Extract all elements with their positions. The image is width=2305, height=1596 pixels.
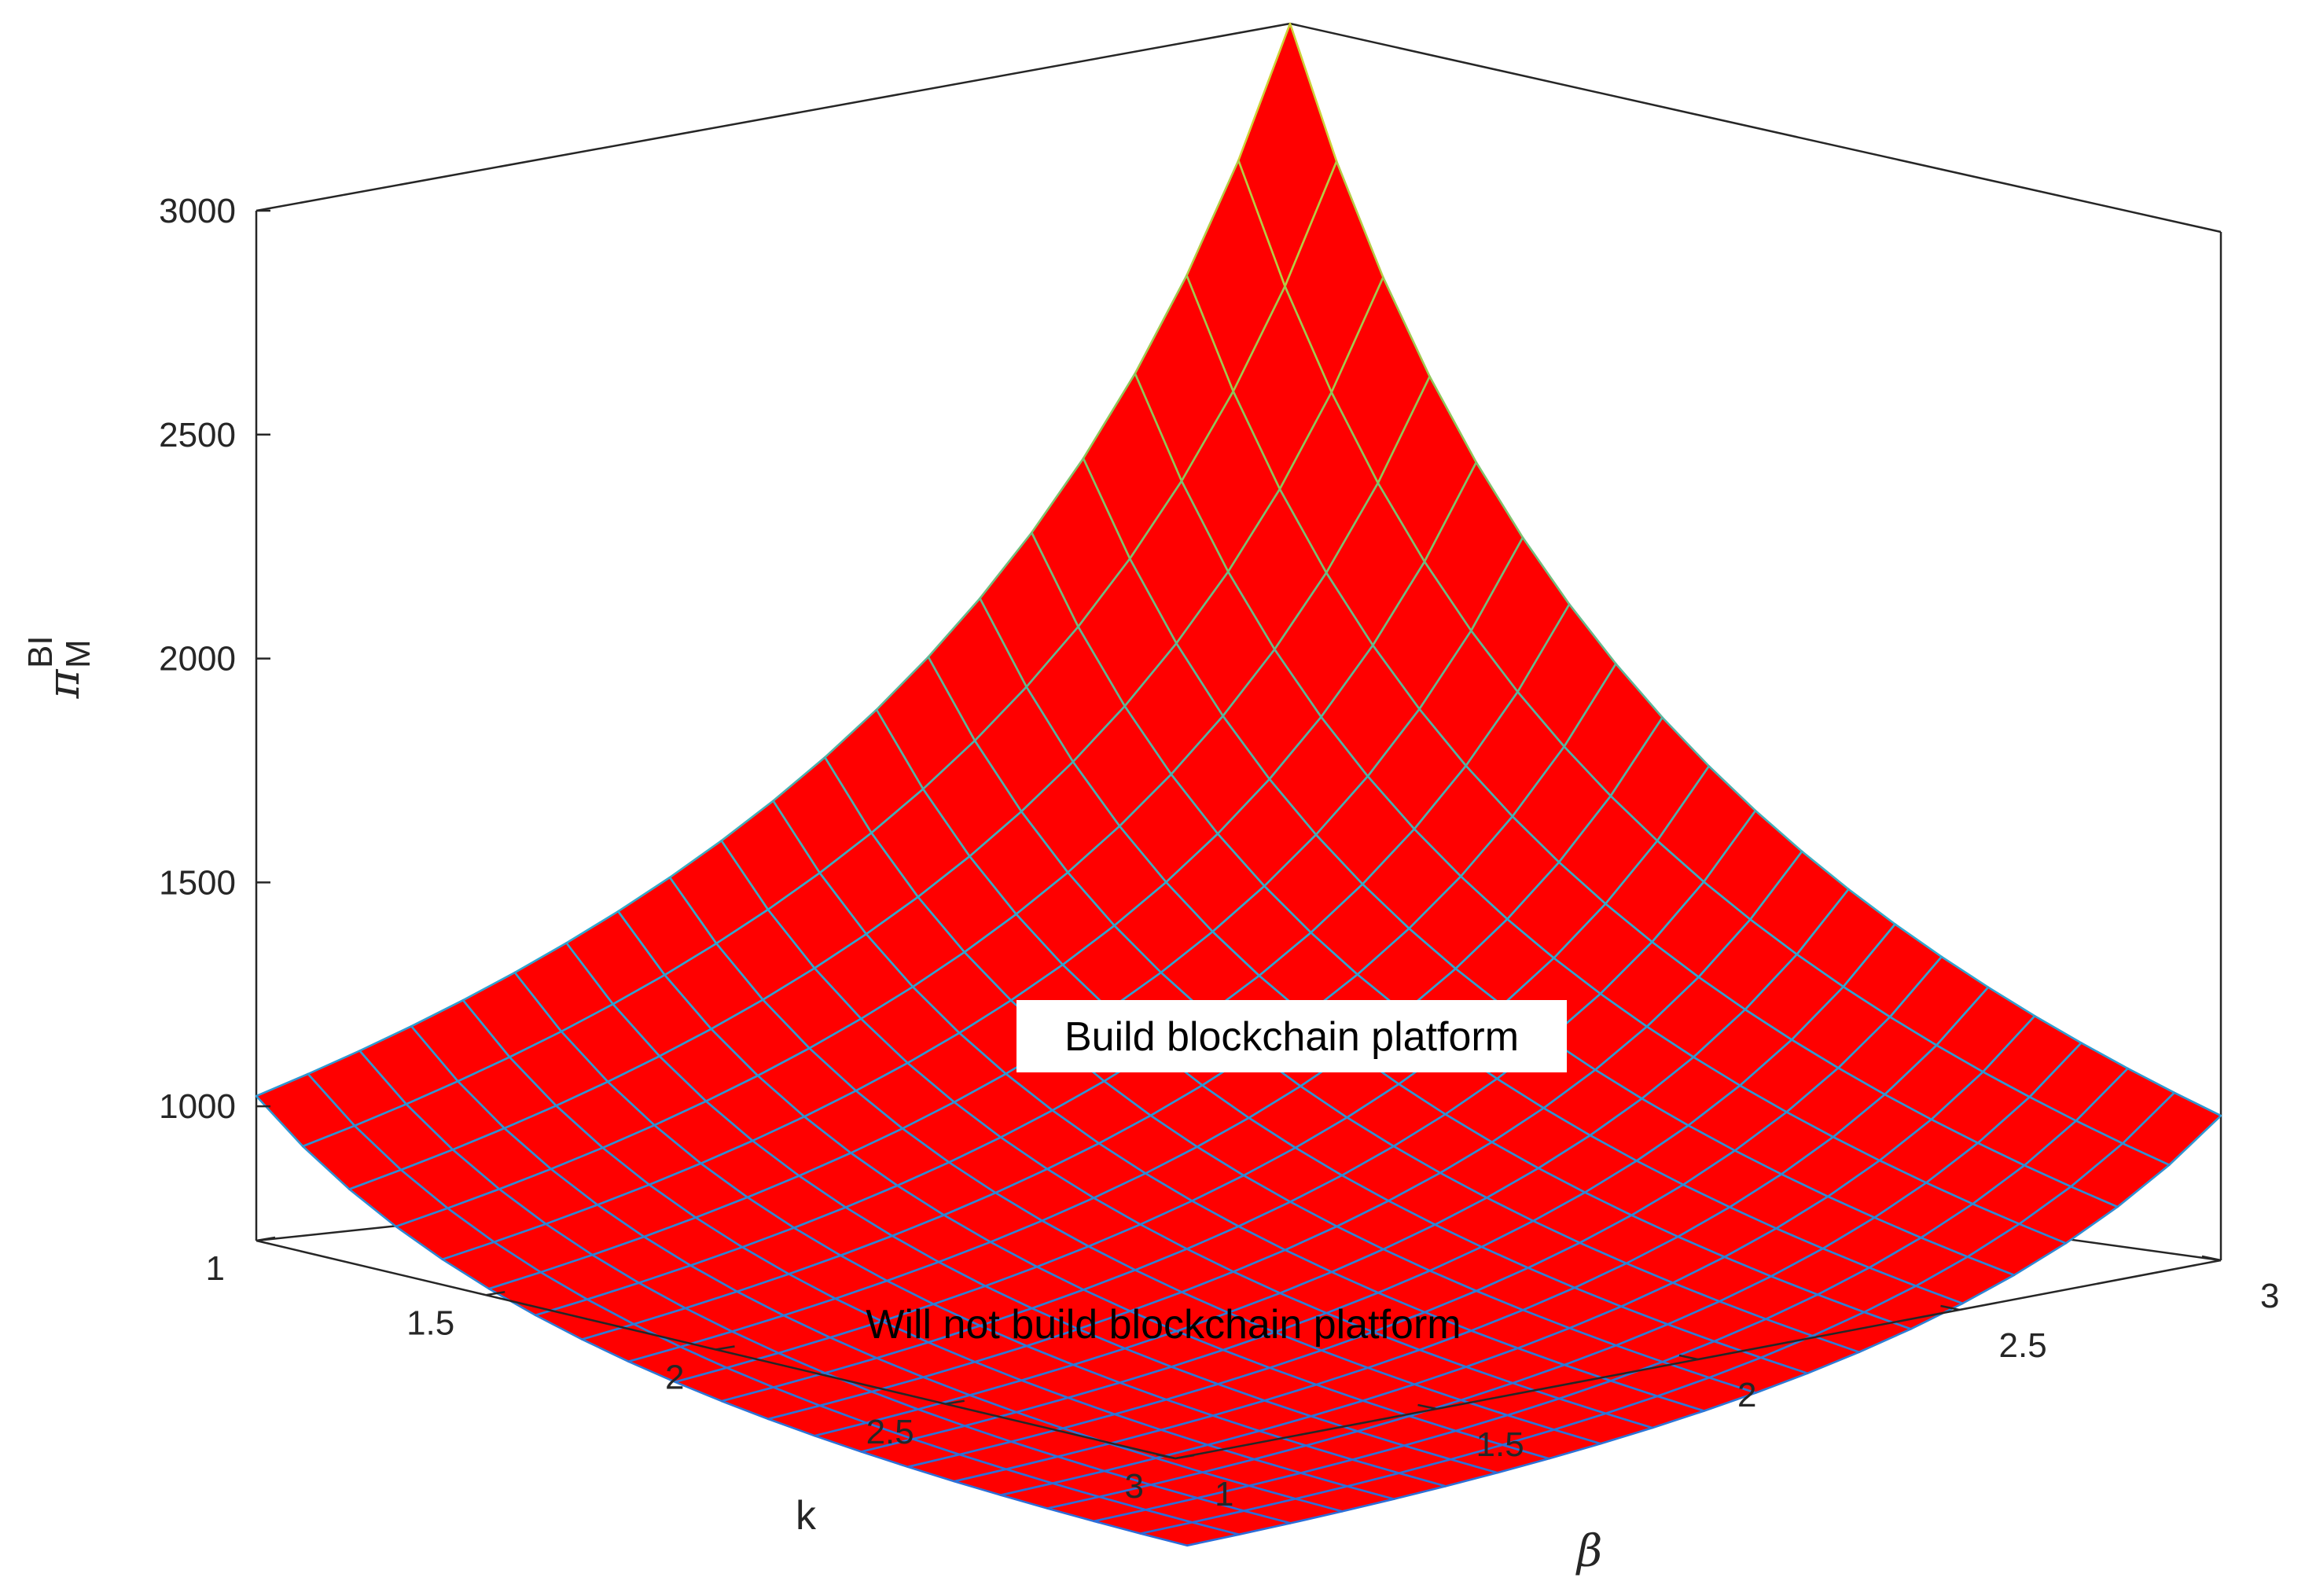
z-tick-label: 2000 — [159, 640, 236, 678]
ticks: 1000 1500 2000 2500 3000 1 1.5 2 2.5 3 1 1.5 2 2.5 3 — [159, 192, 2279, 1513]
beta-tick-mark — [1940, 1304, 1960, 1311]
beta-tick-mark — [2201, 1255, 2222, 1262]
k-tick-label: 3 — [1125, 1467, 1144, 1506]
k-tick-label: 1 — [206, 1249, 225, 1288]
beta-tick-label: 1 — [1215, 1475, 1233, 1513]
annotation-build: Build blockchain platform — [1016, 1000, 1567, 1072]
z-label-sup: BI — [21, 635, 60, 668]
frame-left-top-edge — [255, 22, 1291, 212]
z-tick-label: 1000 — [159, 1087, 236, 1126]
beta-tick-mark — [1417, 1403, 1437, 1410]
k-tick-label: 1.5 — [406, 1304, 454, 1342]
svg-text:π: π — [39, 668, 90, 699]
k-tick-label: 2.5 — [866, 1413, 914, 1451]
beta-tick-label: 1.5 — [1476, 1425, 1524, 1464]
beta-tick-label: 2.5 — [1999, 1326, 2047, 1365]
k-tick-mark — [715, 1345, 735, 1351]
k-tick-mark — [945, 1399, 965, 1405]
beta-tick-label: 3 — [2260, 1277, 2279, 1315]
beta-tick-label: 2 — [1737, 1376, 1756, 1414]
frame-right-top-edge — [1289, 22, 2222, 234]
annotation-build-text: Build blockchain platform — [1064, 1014, 1519, 1060]
z-tick-label: 2500 — [159, 416, 236, 454]
k-tick-mark — [255, 1236, 276, 1242]
k-tick-label: 2 — [665, 1359, 684, 1397]
beta-tick-mark — [1678, 1354, 1699, 1361]
k-tick-mark — [486, 1291, 505, 1296]
z-axis-label: π BI M — [21, 635, 97, 699]
z-label-sub: M — [59, 639, 97, 668]
beta-axis-label: β — [1575, 1526, 1602, 1577]
k-axis-label: k — [796, 1493, 817, 1539]
k-tick-mark — [1175, 1454, 1195, 1460]
annotation-will-not-build: Will not build blockchain platform — [866, 1302, 1461, 1348]
z-label-main: π — [39, 668, 90, 699]
z-tick-label: 3000 — [159, 192, 236, 230]
surface-cell — [1139, 1521, 1241, 1547]
annotation-build-box — [1016, 1000, 1567, 1072]
z-tick-label: 1500 — [159, 863, 236, 902]
beta-tick-mark — [1156, 1453, 1176, 1460]
